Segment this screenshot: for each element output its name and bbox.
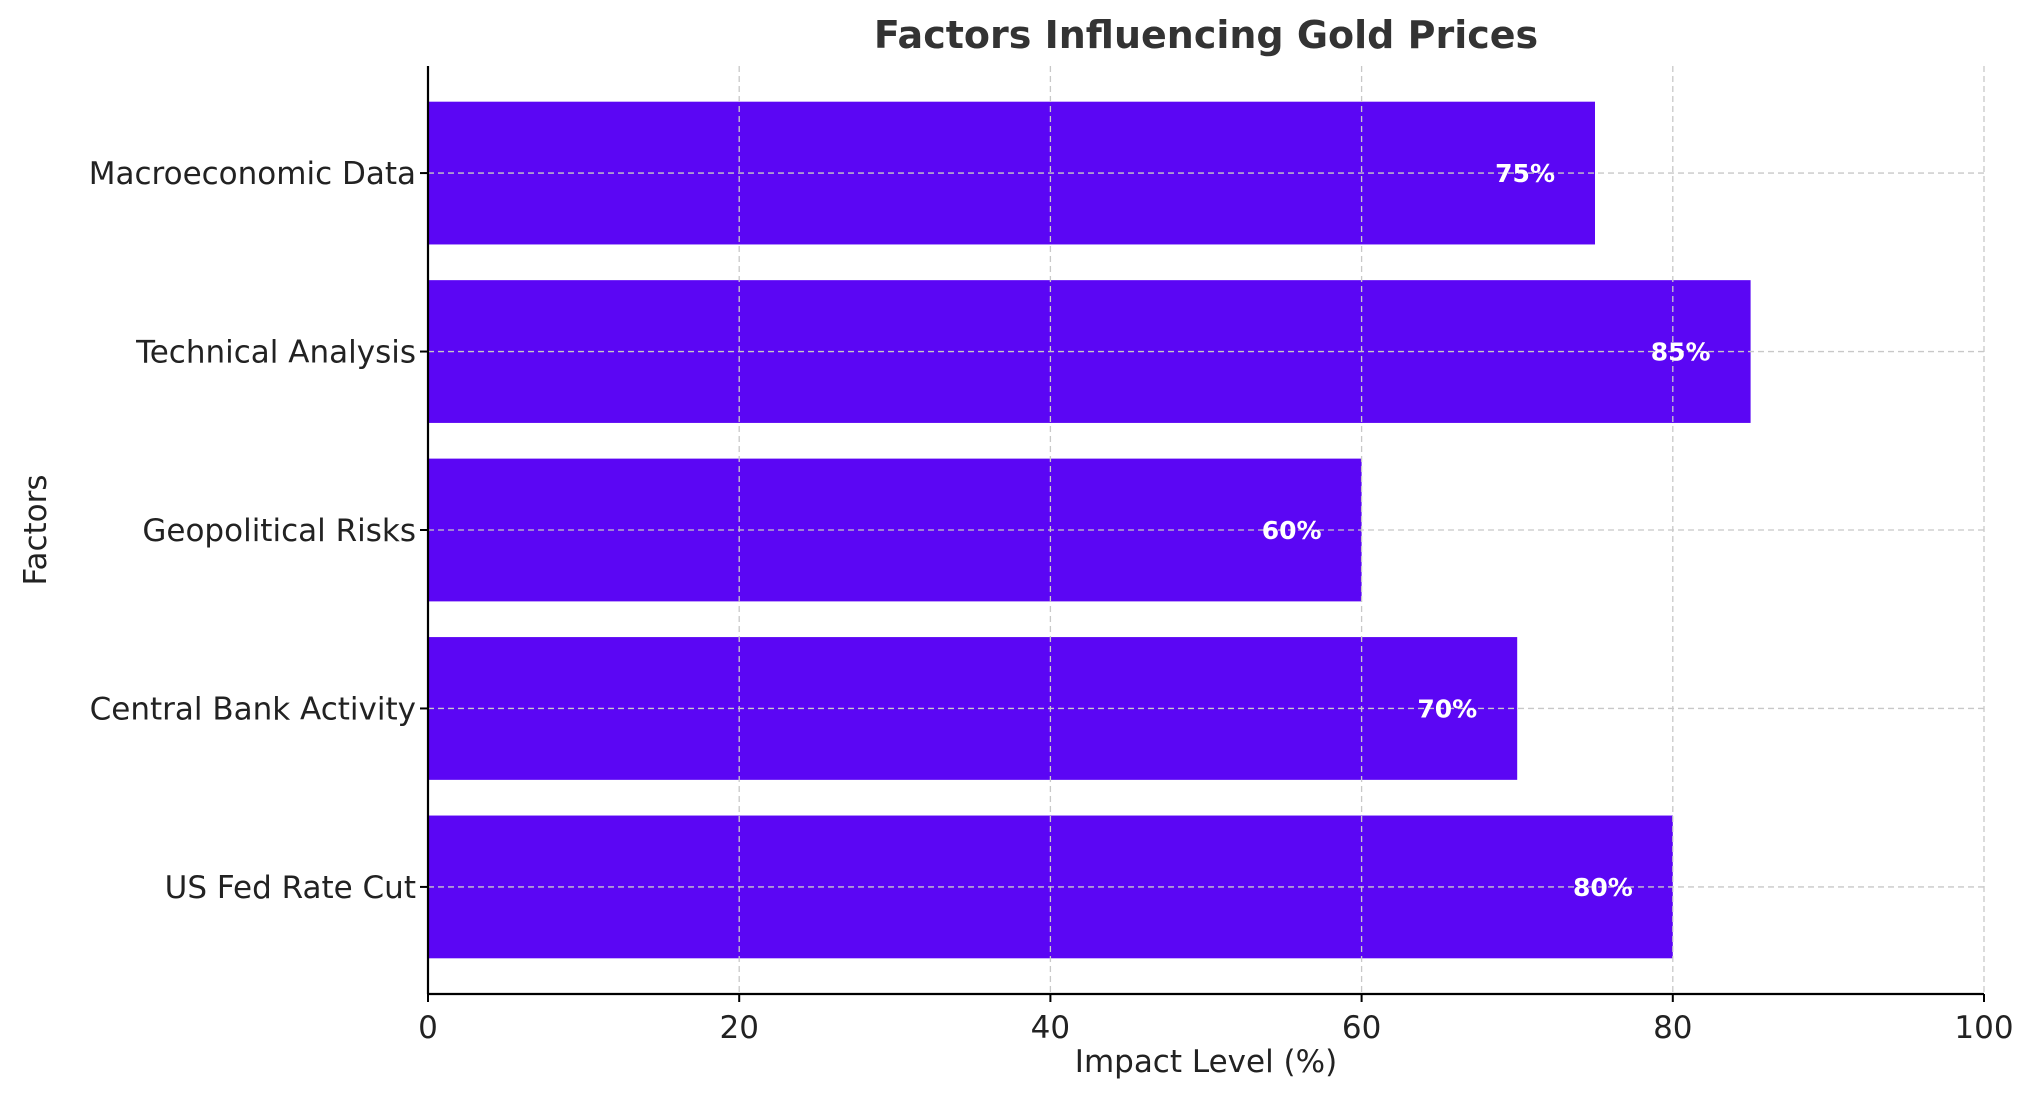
x-tick-label: 20 [719,1010,758,1046]
data-label: 70% [1417,694,1477,723]
x-tick-label: 60 [1342,1010,1381,1046]
x-tick-label: 0 [418,1010,438,1046]
y-tick-label: Technical Analysis [135,335,416,371]
data-label: 75% [1495,159,1555,188]
y-tick-label: Geopolitical Risks [142,513,416,549]
x-tick-label: 80 [1653,1010,1692,1046]
y-axis-title: Factors [18,474,54,585]
data-labels: 80% 70% 60% 85% 75% [1262,159,1711,902]
y-tick-label: Central Bank Activity [90,691,416,727]
data-label: 80% [1573,873,1633,902]
y-tick-label: Macroeconomic Data [89,156,416,192]
axes: 0 20 40 60 80 100 US Fed Rate Cut Central Bank … [89,66,2014,1046]
data-label: 60% [1262,516,1322,545]
x-tick-label: 100 [1954,1010,2013,1046]
x-axis-title: Impact Level (%) [1075,1044,1337,1080]
y-tick-label: US Fed Rate Cut [165,870,416,906]
data-label: 85% [1651,338,1711,367]
chart-title: Factors Influencing Gold Prices [874,13,1538,57]
x-tick-label: 40 [1031,1010,1070,1046]
